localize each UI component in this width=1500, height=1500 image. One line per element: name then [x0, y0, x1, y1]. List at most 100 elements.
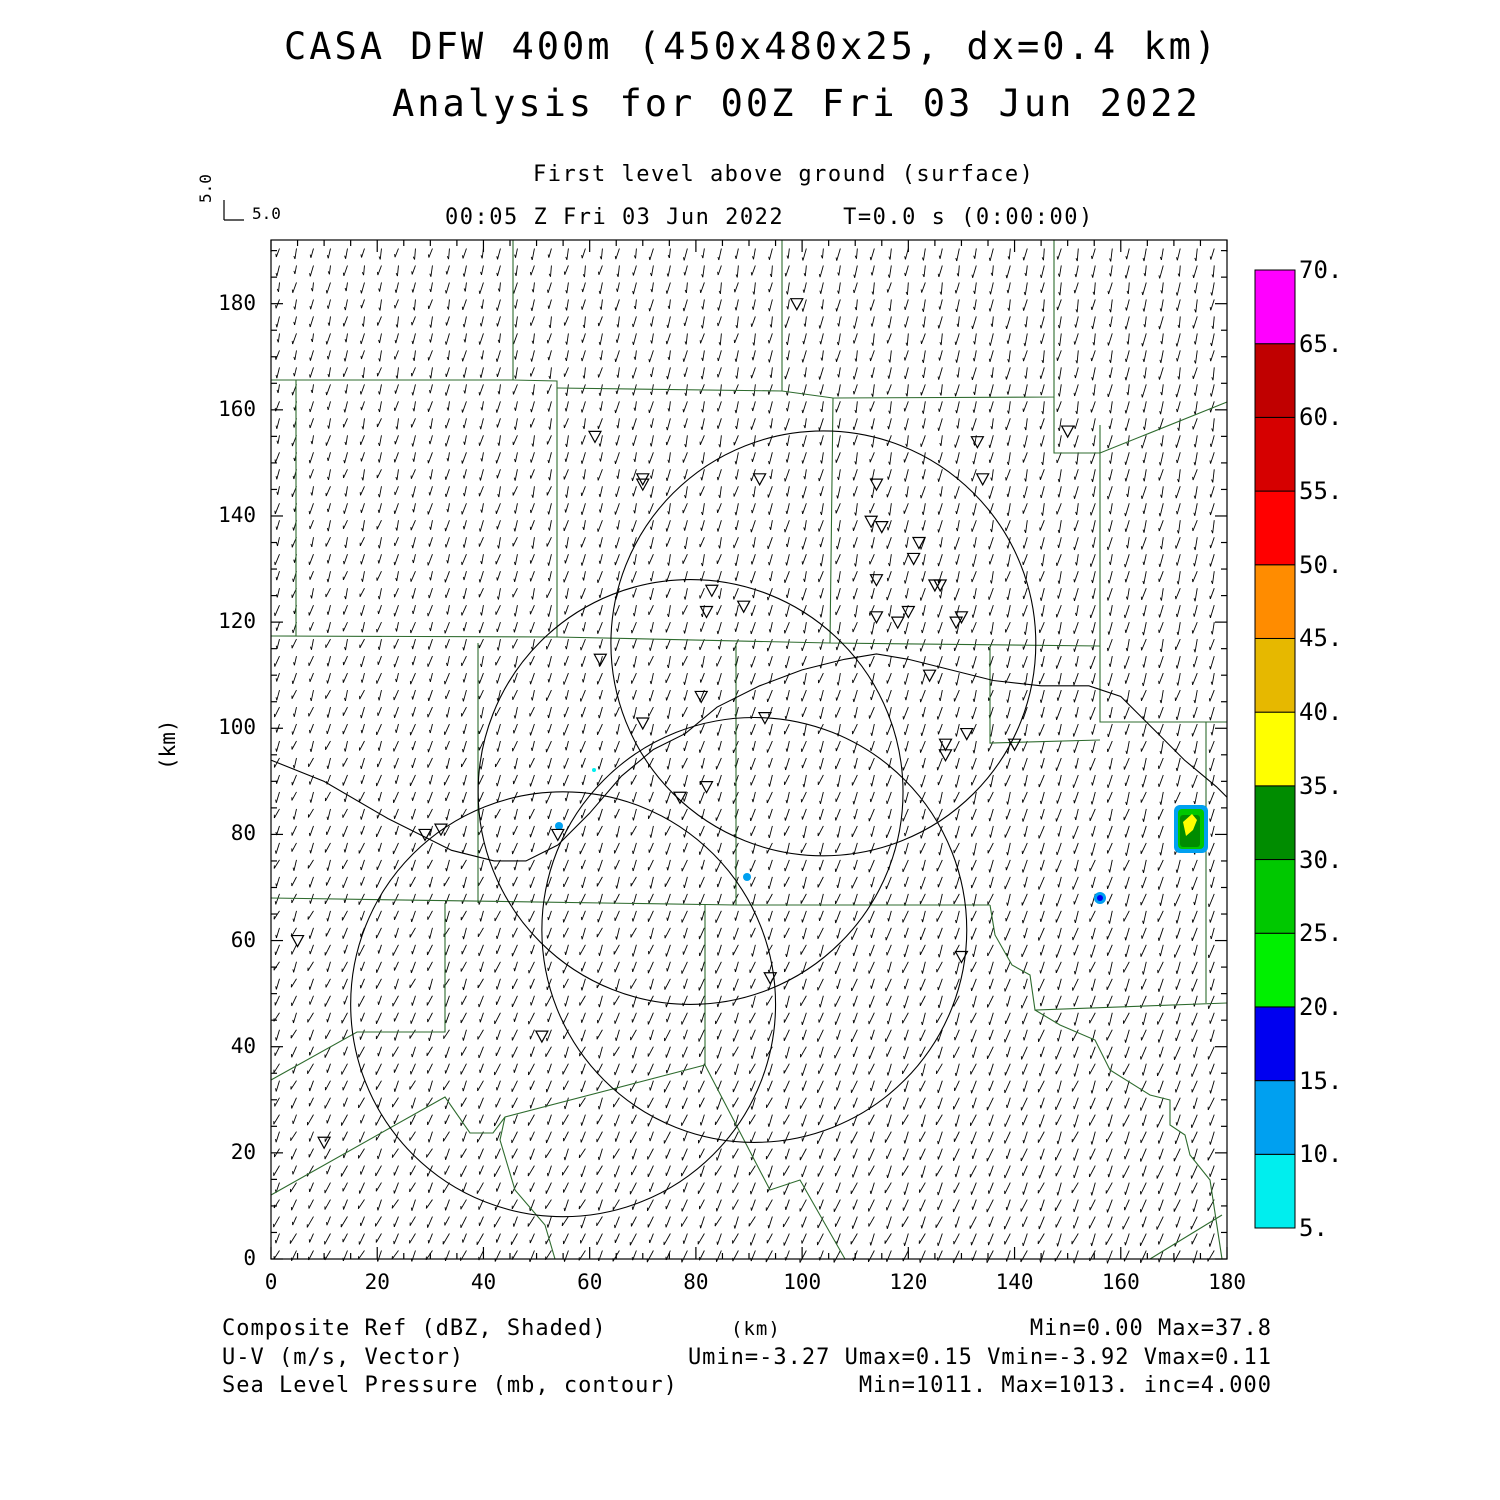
wind-vector-head — [631, 1055, 634, 1059]
wind-vector — [414, 248, 416, 260]
wind-vector — [802, 350, 807, 363]
wind-vector — [903, 554, 909, 566]
wind-vector — [648, 842, 654, 853]
wind-vector — [614, 1063, 620, 1076]
wind-vector-head — [784, 817, 786, 821]
wind-vector — [362, 469, 365, 481]
wind-vector — [919, 1046, 926, 1058]
wind-vector-head — [768, 359, 770, 363]
wind-vector-head — [716, 833, 719, 837]
wind-vector-head — [954, 835, 957, 839]
wind-vector — [955, 876, 960, 889]
wind-vector — [783, 1165, 790, 1176]
wind-vector — [445, 367, 450, 377]
wind-vector — [276, 825, 280, 836]
wind-vector — [412, 638, 416, 650]
wind-vector — [906, 537, 909, 548]
wind-vector — [376, 774, 382, 787]
wind-vector — [411, 995, 416, 1006]
wind-vector — [717, 350, 722, 362]
wind-vector — [971, 1131, 977, 1145]
wind-vector — [802, 757, 807, 769]
wind-vector — [495, 1097, 501, 1108]
wind-vector — [734, 774, 739, 786]
wind-vector-head — [972, 953, 974, 957]
wind-vector — [496, 1029, 501, 1041]
wind-vector-head — [479, 1019, 481, 1023]
wind-vector — [532, 333, 535, 344]
wind-vector-head — [344, 287, 347, 292]
wind-vector — [462, 401, 467, 413]
wind-vector — [581, 1165, 586, 1178]
wind-vector — [955, 1063, 960, 1077]
wind-vector-head — [938, 255, 941, 259]
wind-vector — [548, 350, 552, 361]
wind-vector — [904, 944, 909, 958]
wind-vector — [379, 350, 382, 362]
wind-vector — [783, 1080, 790, 1093]
wind-vector — [903, 503, 909, 514]
wind-vector — [358, 995, 365, 1007]
wind-vector — [868, 1216, 875, 1227]
wind-vector — [615, 978, 620, 991]
wind-vector — [311, 537, 314, 547]
wind-vector — [868, 859, 875, 873]
wind-vector — [751, 995, 756, 1008]
wind-vector — [804, 316, 807, 327]
wind-vector — [550, 265, 552, 277]
wind-vector — [563, 978, 569, 989]
wind-vector — [649, 791, 654, 803]
wind-vector-head — [852, 698, 855, 703]
wind-vector — [818, 1114, 824, 1126]
wind-vector-head — [428, 1088, 430, 1092]
wind-vector-head — [633, 255, 636, 259]
wind-vector — [430, 520, 433, 530]
wind-vector — [851, 927, 858, 940]
wind-vector — [445, 740, 450, 751]
wind-vector — [565, 639, 569, 650]
wind-vector — [733, 978, 739, 991]
wind-vector — [668, 554, 671, 566]
wind-vector-head — [393, 663, 396, 668]
wind-vector — [530, 452, 535, 463]
wind-vector-head — [886, 699, 888, 703]
wind-vector-head — [717, 849, 719, 853]
wind-vector — [396, 316, 399, 328]
wind-vector — [306, 1165, 314, 1177]
wind-vector-head — [649, 885, 652, 889]
wind-vector — [411, 1046, 416, 1058]
wind-vector-head — [904, 731, 906, 736]
wind-vector — [651, 282, 654, 293]
wind-vector-head — [478, 629, 481, 634]
wind-vector-head — [360, 254, 362, 258]
wind-vector — [326, 1165, 331, 1175]
wind-vector — [597, 910, 603, 923]
wind-vector — [701, 656, 705, 668]
wind-vector — [904, 401, 909, 412]
wind-vector — [938, 418, 943, 431]
wind-vector-head — [377, 459, 380, 463]
wind-vector-head — [937, 529, 939, 533]
wind-vector-head — [870, 323, 873, 327]
wind-vector — [817, 978, 824, 991]
wind-vector — [530, 316, 535, 326]
wind-vector — [309, 1233, 314, 1243]
wind-vector-head — [377, 747, 380, 751]
wind-vector — [820, 435, 824, 446]
wind-vector — [664, 978, 671, 990]
wind-vector — [836, 299, 841, 312]
wind-vector — [667, 706, 671, 719]
wind-vector — [481, 503, 484, 513]
wind-vector — [358, 842, 365, 854]
wind-vector — [529, 655, 535, 666]
wind-vector — [277, 333, 280, 343]
wind-vector — [429, 978, 433, 991]
wind-vector — [955, 333, 960, 345]
wind-vector — [802, 604, 807, 616]
wind-vector-head — [920, 783, 922, 788]
wind-vector — [410, 1012, 416, 1024]
wind-vector — [324, 1233, 331, 1245]
wind-vector — [853, 333, 858, 344]
wind-vector-head — [803, 272, 806, 277]
wind-vector — [581, 333, 586, 343]
